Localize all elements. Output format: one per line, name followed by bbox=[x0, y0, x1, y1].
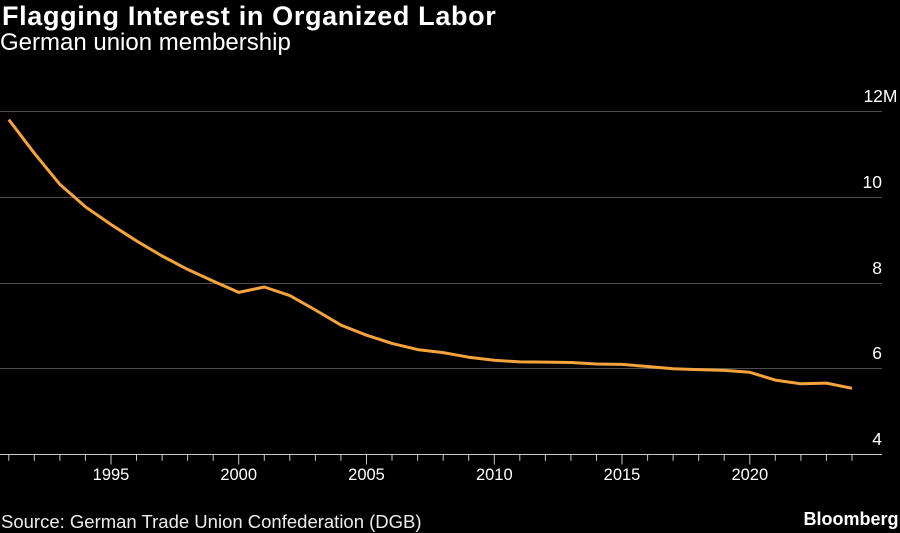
svg-text:1995: 1995 bbox=[93, 466, 130, 484]
svg-text:12M: 12M bbox=[863, 86, 897, 106]
svg-text:2020: 2020 bbox=[731, 466, 768, 484]
svg-text:10: 10 bbox=[863, 172, 883, 192]
svg-text:6: 6 bbox=[872, 343, 882, 363]
svg-text:8: 8 bbox=[872, 258, 882, 278]
svg-text:2005: 2005 bbox=[348, 466, 385, 484]
svg-text:2000: 2000 bbox=[220, 466, 257, 484]
svg-text:2015: 2015 bbox=[604, 466, 641, 484]
svg-text:4: 4 bbox=[872, 429, 882, 449]
svg-text:2010: 2010 bbox=[476, 466, 513, 484]
